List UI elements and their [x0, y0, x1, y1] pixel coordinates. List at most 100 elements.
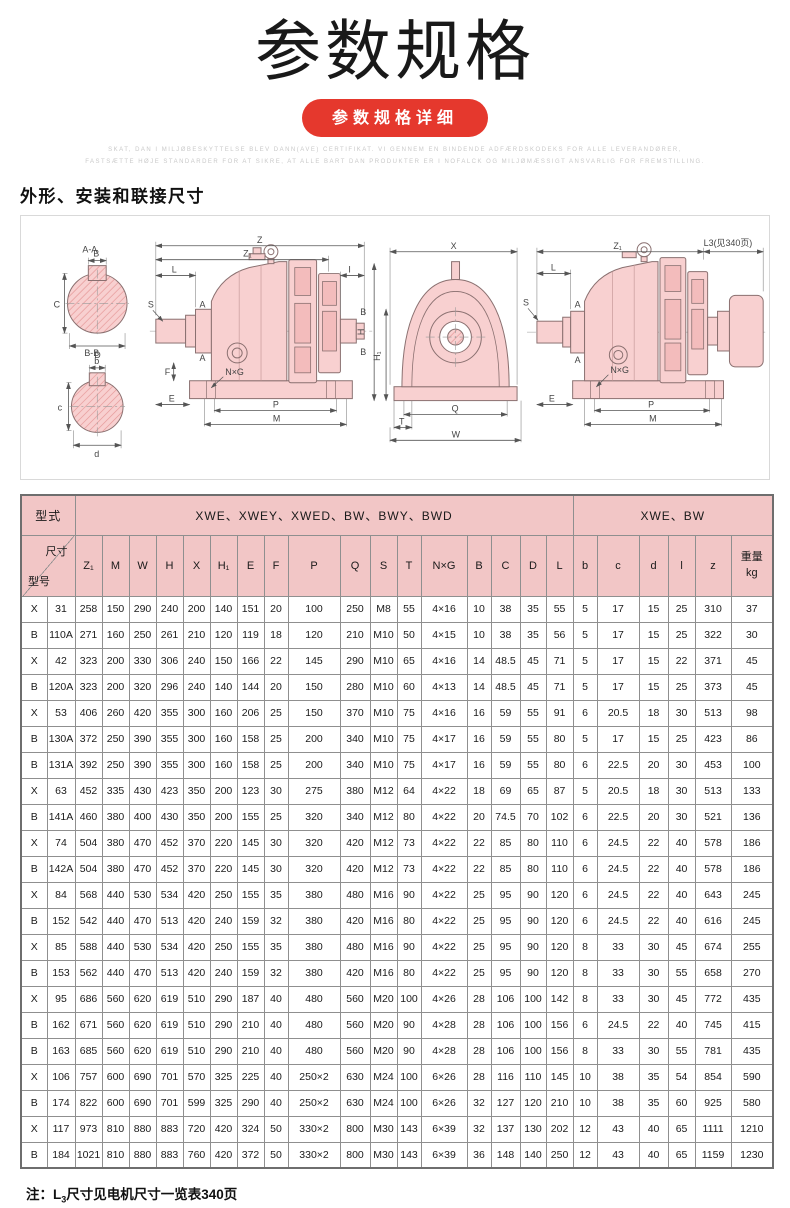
dim-A-right-bottom: A	[575, 355, 581, 365]
table-row: B 163 685 560 620 619 510 290 210 40 480 560 M20 90 4×…	[20, 1037, 774, 1065]
value-cell: 534	[155, 881, 184, 909]
value-cell: 925	[694, 1089, 732, 1117]
value-cell: 38	[596, 1063, 640, 1091]
column-header: H₁	[209, 534, 238, 597]
value-cell: 33	[596, 959, 640, 987]
value-cell: 560	[339, 985, 371, 1013]
value-cell: 521	[694, 803, 732, 831]
value-cell: 420	[339, 829, 371, 857]
value-cell: 158	[236, 725, 265, 753]
value-cell: 22	[638, 907, 669, 935]
column-header: Z₁	[74, 534, 103, 597]
value-cell: 59	[490, 725, 521, 753]
value-cell: 6	[572, 699, 598, 727]
value-cell: 30	[667, 751, 696, 779]
fineprint-line1: SKAT, DAN I MILJØBESKYTTELSE BLEV DANN(A…	[108, 147, 682, 154]
value-cell: 200	[182, 595, 211, 623]
value-cell: 6×26	[420, 1063, 468, 1091]
dim-Z1-right: Z₁	[613, 241, 621, 251]
value-cell: 40	[667, 907, 696, 935]
value-cell: 16	[466, 725, 492, 753]
value-cell: 38	[490, 595, 521, 623]
value-cell: 580	[730, 1089, 774, 1117]
dimension-diagram: .pk{fill:#f8d0d0;stroke:#8a7070;stroke-w…	[20, 215, 770, 481]
value-cell: 420	[339, 855, 371, 883]
value-cell: 18	[638, 777, 669, 805]
value-cell: 296	[155, 673, 184, 701]
corner-header-cell: 尺寸 型号	[20, 534, 76, 597]
table-row: B 131A 392 250 390 355 300 160 158 25 200 340 M10 75 4…	[20, 751, 774, 779]
value-cell: 200	[209, 777, 238, 805]
value-cell: 80	[545, 725, 574, 753]
value-cell: 25	[263, 751, 289, 779]
value-cell: 40	[667, 855, 696, 883]
value-cell: M12	[369, 777, 398, 805]
reducer-housing	[210, 261, 288, 382]
model-cell: 95	[46, 985, 76, 1013]
value-cell: 40	[667, 881, 696, 909]
value-cell: 80	[396, 959, 422, 987]
value-cell: 40	[667, 829, 696, 857]
value-cell: 90	[396, 933, 422, 961]
value-cell: 250×2	[287, 1063, 341, 1091]
value-cell: 210	[182, 621, 211, 649]
series-cell: X	[20, 595, 48, 623]
footnote: 注：L3尺寸见电机尺寸一览表340页	[26, 1183, 790, 1205]
value-cell: 513	[694, 777, 732, 805]
model-cell: 131A	[46, 751, 76, 779]
value-cell: 250	[209, 881, 238, 909]
table-row: B 174 822 600 690 701 599 325 290 40 250×2 630 M24 10…	[20, 1089, 774, 1117]
value-cell: 20	[466, 803, 492, 831]
dim-H: H	[356, 329, 366, 335]
value-cell: 145	[236, 829, 265, 857]
value-cell: 200	[287, 751, 341, 779]
value-cell: 320	[287, 855, 341, 883]
value-cell: 460	[74, 803, 103, 831]
value-cell: 690	[128, 1089, 157, 1117]
value-cell: 55	[396, 595, 422, 623]
value-cell: 380	[287, 933, 341, 961]
value-cell: 22	[638, 881, 669, 909]
value-cell: 33	[596, 985, 640, 1013]
value-cell: 4×22	[420, 959, 468, 987]
value-cell: M16	[369, 907, 398, 935]
value-cell: 90	[396, 1037, 422, 1065]
value-cell: 202	[545, 1115, 574, 1143]
table-row: X 31 258 150 290 240 200 140 151 20 100 250 M8 55 4×16…	[20, 595, 774, 623]
value-cell: 630	[339, 1063, 371, 1091]
value-cell: 560	[339, 1037, 371, 1065]
value-cell: 38	[596, 1089, 640, 1117]
value-cell: 110	[545, 855, 574, 883]
value-cell: M12	[369, 803, 398, 831]
value-cell: M10	[369, 751, 398, 779]
value-cell: 323	[74, 673, 103, 701]
value-cell: 200	[101, 673, 130, 701]
value-cell: 200	[209, 803, 238, 831]
value-cell: 25	[466, 907, 492, 935]
value-cell: 578	[694, 829, 732, 857]
value-cell: 370	[182, 855, 211, 883]
value-cell: 90	[519, 881, 547, 909]
series-cell: X	[20, 985, 48, 1013]
value-cell: 210	[339, 621, 371, 649]
value-cell: 90	[396, 881, 422, 909]
value-cell: 130	[519, 1115, 547, 1143]
value-cell: 440	[101, 933, 130, 961]
detail-badge-button[interactable]: 参数规格详细	[302, 99, 488, 138]
value-cell: 260	[101, 699, 130, 727]
value-cell: M16	[369, 959, 398, 987]
value-cell: 880	[128, 1141, 157, 1169]
dim-M-right: M	[649, 413, 656, 423]
value-cell: 120	[545, 933, 574, 961]
value-cell: 24.5	[596, 907, 640, 935]
value-cell: 186	[730, 829, 774, 857]
series-cell: X	[20, 933, 48, 961]
corner-label-size: 尺寸	[45, 545, 68, 558]
table-row: X 106 757 600 690 701 570 325 225 40 250×2 630 M24 10…	[20, 1063, 774, 1091]
value-cell: 48.5	[490, 673, 521, 701]
series-group-1: XWE、XWEY、XWED、BW、BWY、BWD	[74, 494, 574, 536]
value-cell: 420	[182, 959, 211, 987]
value-cell: 225	[236, 1063, 265, 1091]
model-cell: 117	[46, 1115, 76, 1143]
